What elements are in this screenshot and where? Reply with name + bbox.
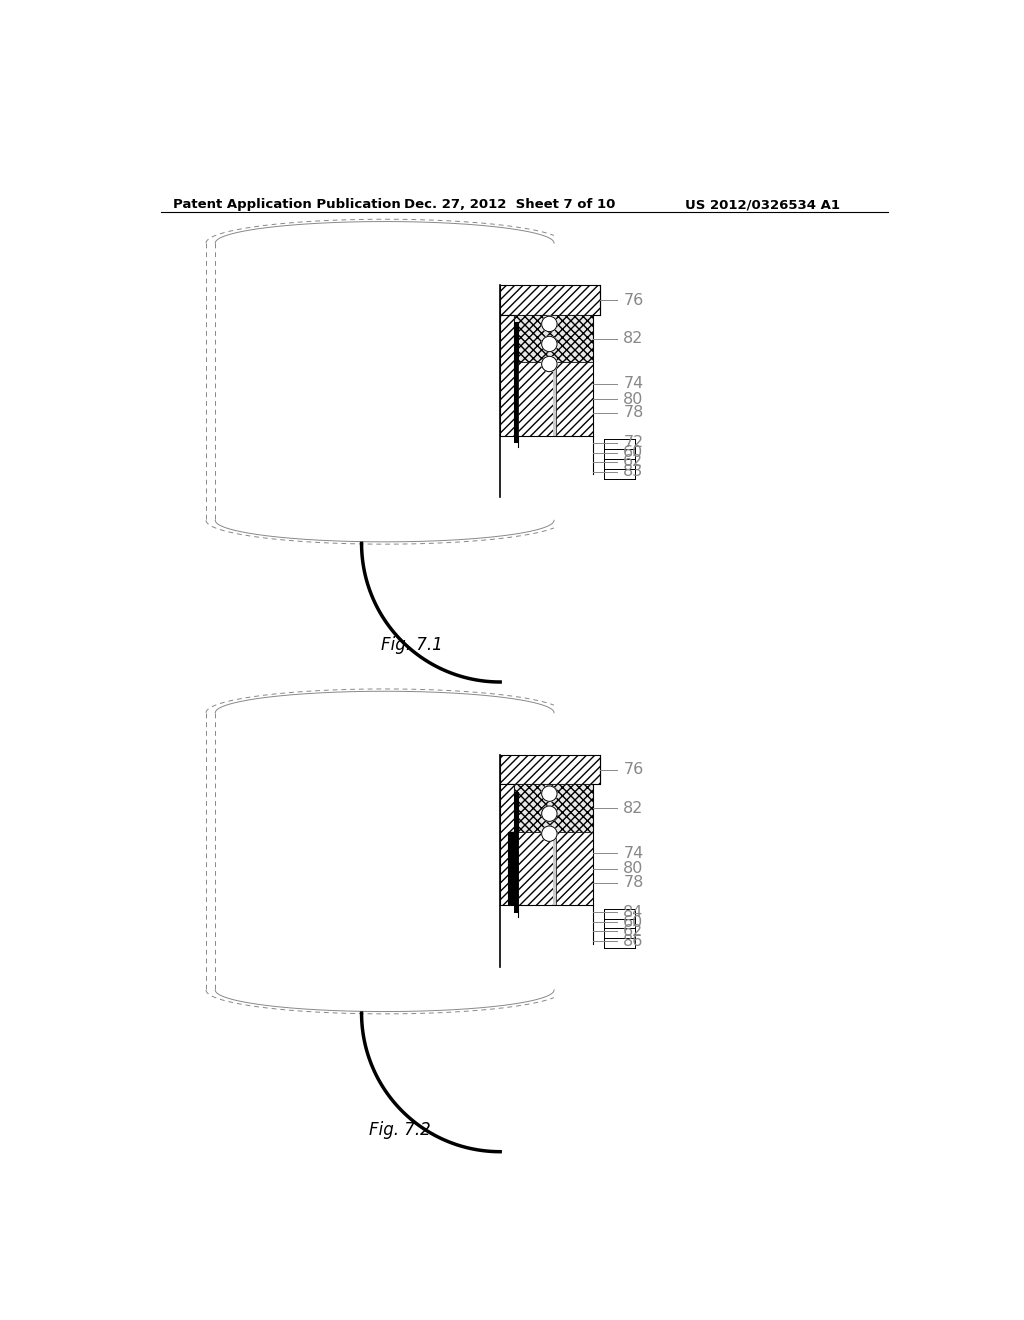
Text: Patent Application Publication: Patent Application Publication: [173, 198, 400, 211]
Circle shape: [542, 785, 557, 801]
Text: Dec. 27, 2012  Sheet 7 of 10: Dec. 27, 2012 Sheet 7 of 10: [403, 198, 615, 211]
Circle shape: [542, 337, 557, 351]
Text: 60: 60: [624, 445, 644, 461]
Polygon shape: [509, 837, 518, 842]
Circle shape: [542, 317, 557, 331]
Text: 76: 76: [624, 293, 644, 308]
Bar: [514, 792, 518, 913]
Polygon shape: [509, 853, 518, 858]
Text: 78: 78: [624, 405, 644, 420]
Bar: [514, 322, 518, 444]
Text: 80: 80: [624, 392, 644, 407]
Polygon shape: [509, 863, 518, 869]
Bar: [553, 832, 556, 906]
Text: 82: 82: [624, 801, 644, 816]
Bar: [514, 314, 593, 363]
Polygon shape: [509, 895, 518, 900]
Bar: [514, 784, 593, 832]
Bar: [556, 363, 593, 436]
Bar: [556, 832, 593, 906]
Polygon shape: [509, 832, 518, 837]
Text: 83: 83: [624, 465, 644, 479]
Text: 62: 62: [624, 924, 644, 939]
Circle shape: [542, 356, 557, 372]
Text: 82: 82: [624, 331, 644, 346]
Polygon shape: [509, 869, 518, 874]
Text: 84: 84: [624, 904, 644, 920]
Polygon shape: [509, 884, 518, 890]
Text: Fig. 7.2.: Fig. 7.2.: [370, 1121, 436, 1139]
Polygon shape: [509, 890, 518, 895]
Text: US 2012/0326534 A1: US 2012/0326534 A1: [685, 198, 840, 211]
Text: 60: 60: [624, 915, 644, 929]
Bar: [518, 363, 553, 436]
Polygon shape: [509, 858, 518, 863]
Text: 62: 62: [624, 454, 644, 470]
Polygon shape: [509, 874, 518, 879]
Bar: [500, 784, 514, 906]
Text: 78: 78: [624, 875, 644, 890]
Text: 74: 74: [624, 846, 644, 861]
Bar: [500, 314, 514, 436]
Bar: [500, 285, 600, 314]
Circle shape: [542, 826, 557, 841]
Text: Fig. 7.1: Fig. 7.1: [381, 636, 442, 653]
Bar: [553, 363, 556, 436]
Polygon shape: [509, 847, 518, 853]
Circle shape: [542, 807, 557, 821]
Polygon shape: [509, 900, 518, 906]
Text: 86: 86: [624, 935, 644, 949]
Text: 74: 74: [624, 376, 644, 391]
Text: 72: 72: [624, 436, 644, 450]
Text: 80: 80: [624, 861, 644, 876]
Bar: [500, 755, 600, 784]
Text: 76: 76: [624, 762, 644, 777]
Polygon shape: [509, 879, 518, 884]
Bar: [518, 832, 553, 906]
Polygon shape: [509, 842, 518, 847]
